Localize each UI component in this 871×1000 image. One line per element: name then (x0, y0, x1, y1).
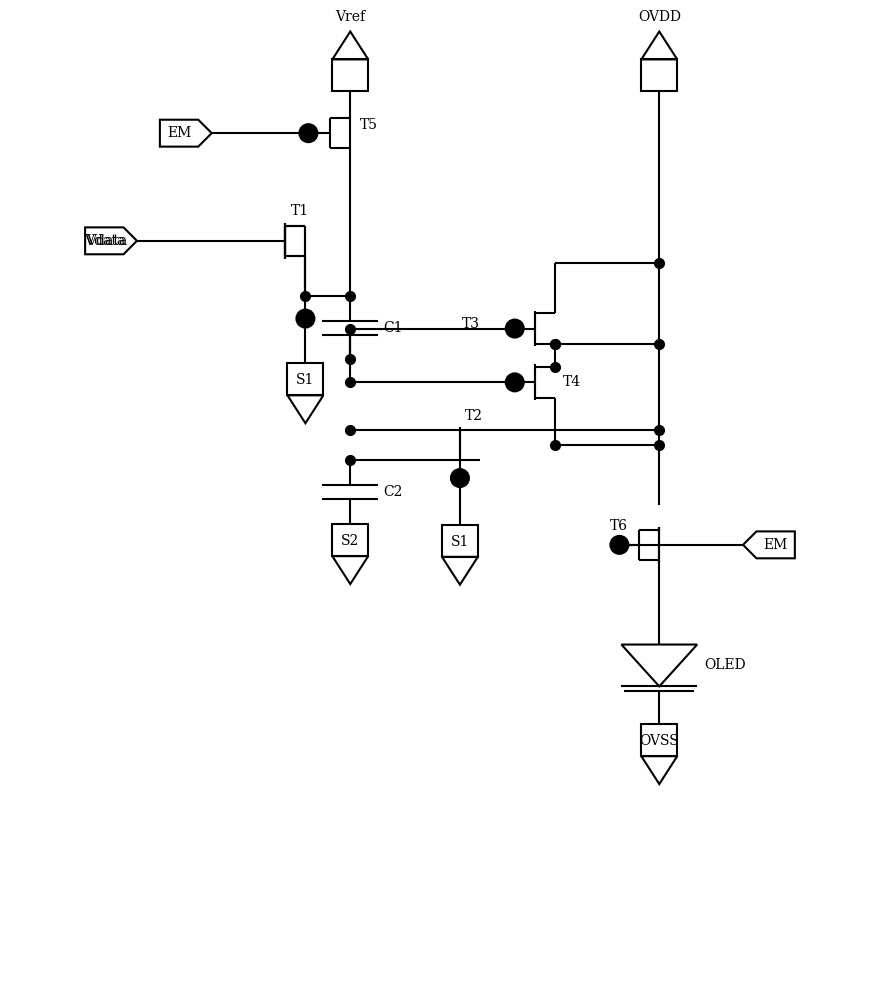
Text: Vdata: Vdata (86, 234, 128, 248)
Text: T6: T6 (610, 519, 627, 533)
Text: Vref: Vref (335, 10, 365, 24)
Circle shape (506, 373, 523, 391)
Circle shape (451, 469, 469, 487)
Text: S2: S2 (341, 534, 360, 548)
Text: T4: T4 (563, 375, 581, 389)
Bar (333, 59, 368, 91)
Text: T1: T1 (290, 204, 308, 218)
Text: S1: S1 (450, 535, 469, 549)
Bar (641, 724, 678, 756)
Text: Vdata: Vdata (84, 234, 125, 248)
Circle shape (611, 536, 628, 554)
Circle shape (300, 124, 317, 142)
Bar (641, 59, 678, 91)
Text: OVDD: OVDD (638, 10, 681, 24)
Circle shape (506, 320, 523, 338)
Circle shape (296, 310, 314, 328)
Text: OLED: OLED (704, 658, 746, 672)
Text: T5: T5 (361, 118, 378, 132)
Text: EM: EM (167, 126, 192, 140)
Text: OVSS: OVSS (639, 734, 679, 748)
Text: EM: EM (764, 538, 787, 552)
Text: C1: C1 (383, 321, 402, 335)
Text: C2: C2 (383, 485, 402, 499)
Text: T3: T3 (462, 317, 480, 331)
Bar (333, 524, 368, 556)
Bar (287, 363, 323, 395)
Text: S1: S1 (296, 373, 314, 387)
Text: T2: T2 (465, 409, 483, 423)
Bar (442, 525, 478, 557)
